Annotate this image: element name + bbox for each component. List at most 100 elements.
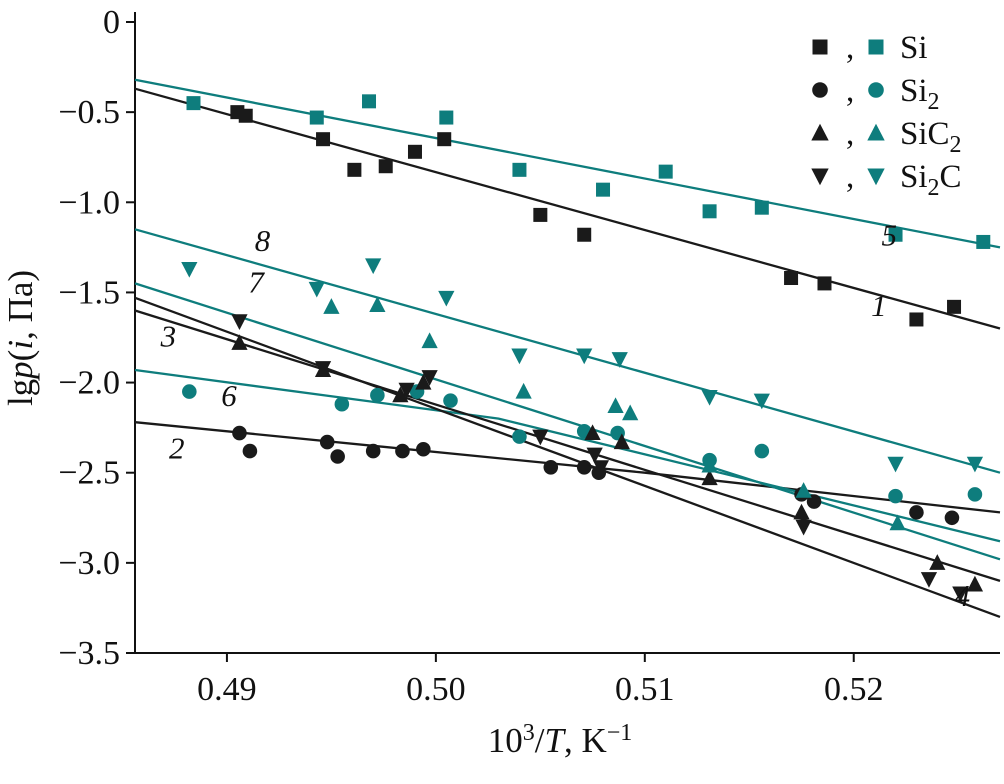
point-SiC2-teal [515,382,532,399]
point-Si2C-teal [966,456,984,473]
point-Si2-teal [754,443,770,459]
y-tick-label: −1.0 [58,184,120,221]
point-Si2C-black [795,519,812,536]
x-tick-label: 0.50 [406,671,466,708]
point-Si2C-teal [887,456,904,473]
point-SiC2-teal [889,514,906,531]
y-tick-label: −2.5 [58,455,120,492]
line-label-1: 1 [871,288,887,323]
point-Si-teal [888,227,903,242]
point-Si-black [437,132,452,147]
point-SiC2-black [231,334,248,350]
point-Si2-teal [370,387,385,403]
point-Si2-teal [182,384,197,399]
line-label-7: 7 [248,264,265,299]
fit-line-4 [134,296,1001,618]
point-Si-teal [754,200,769,215]
point-SiC2-teal [795,482,812,498]
point-Si-teal [186,96,201,111]
point-Si-black [316,132,331,147]
series-SiC2-black [231,334,984,592]
data-points [181,94,991,603]
series-Si-black [230,105,962,327]
point-Si-black [577,227,592,242]
legend-label: SiC2 [900,116,962,158]
point-Si2C-teal [438,290,455,307]
point-SiC2-black [584,424,601,441]
point-SiC2-black [701,469,718,486]
point-Si2C-black [532,429,549,446]
y-axis-label: lgp(i, Па) [1,270,40,406]
point-Si2C-black [421,370,438,386]
y-tick-label: 0 [103,4,120,41]
series-Si2C-black [231,314,969,603]
point-Si2-black [576,460,592,475]
point-Si-teal [596,182,611,197]
line-label-5: 5 [882,218,898,253]
series-Si2-black [232,425,960,526]
point-Si2C-black [398,382,415,399]
line-label-3: 3 [160,319,177,354]
legend-label: Si2C [900,159,962,201]
y-tick-label: −0.5 [58,94,120,131]
point-Si2C-black [592,460,610,476]
fit-line-1 [134,87,1001,330]
legend-row-1: , Si [812,30,928,66]
point-Si-black [347,162,362,177]
legend-row-2: , Si2 [812,73,940,115]
point-Si2-teal [888,488,903,504]
point-Si-black [533,207,548,222]
point-Si2-black [365,443,381,459]
point-SiC2-black [613,433,630,450]
point-Si-teal [702,204,717,219]
legend-separator: , [846,159,854,195]
point-Si2-teal [967,487,983,502]
line-label-4: 4 [955,578,971,613]
legend-separator: , [846,30,854,66]
legend-marker-teal-triangle-down [867,168,885,186]
point-Si-black [817,276,832,291]
x-tick-label: 0.49 [197,671,257,708]
point-Si2-black [416,441,431,457]
point-Si2C-black [586,447,603,464]
point-Si2C-black [314,361,332,377]
point-Si2-black [944,510,960,526]
point-Si2-black [395,443,410,459]
point-Si2C-teal [576,348,593,365]
x-axis-label: 103/T, K−1 [488,720,633,760]
point-Si2C-teal [701,389,718,406]
point-Si2-teal [334,396,350,412]
legend-marker-teal-circle [868,82,884,98]
fit-line-7 [134,282,1001,561]
y-tick-label: −2.0 [58,365,120,402]
point-SiC2-black [415,373,432,390]
point-Si-teal [658,164,673,179]
line-label-2: 2 [169,430,185,465]
point-Si2-teal [443,393,458,408]
fit-line-6 [134,368,1001,543]
point-Si2C-teal [365,258,382,275]
legend-label: Si [900,30,928,66]
point-SiC2-black [966,575,984,592]
point-SiC2-teal [421,332,438,349]
point-SiC2-black [392,386,409,403]
point-Si2-black [232,425,247,441]
point-Si2-black [319,434,335,450]
point-Si2-black [806,494,822,509]
point-Si-teal [976,234,991,249]
point-Si-black [238,108,253,123]
y-tick-label: −3.5 [58,635,120,672]
point-Si2-black [242,443,258,459]
point-SiC2-teal [323,298,340,314]
point-Si2-teal [512,429,527,444]
point-SiC2-black [793,503,810,520]
point-SiC2-teal [369,296,386,313]
legend-separator: , [846,116,854,152]
point-Si2C-teal [308,281,325,298]
legend-marker-black-circle [812,82,828,98]
fit-line-3 [134,309,1001,582]
legend-marker-teal-square [868,39,884,55]
point-Si-teal [512,162,527,177]
axes: 0.49 0.50 0.51 0.52 0 −0.5 −1.0 −1.5 −2.0 −2.5 −3.… [58,4,1000,708]
